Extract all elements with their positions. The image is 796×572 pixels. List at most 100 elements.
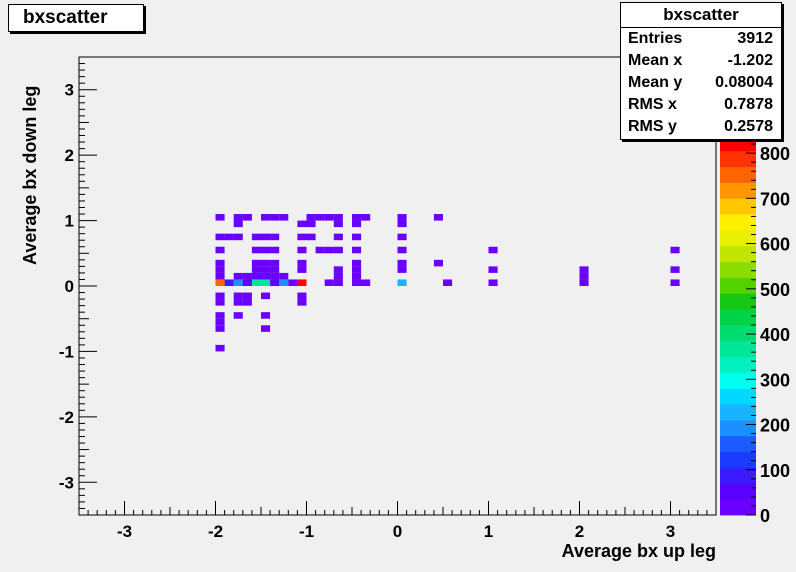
heatmap-cell: [215, 325, 225, 332]
heatmap-cell: [251, 279, 261, 286]
heatmap-cell: [488, 266, 498, 273]
stats-label: RMS y: [628, 118, 677, 135]
heatmap-cell: [352, 279, 362, 286]
stats-value: -1.202: [727, 52, 773, 69]
palette-swatch: [720, 166, 756, 183]
heatmap-cell: [352, 246, 362, 254]
y-tick-label: -2: [59, 408, 74, 427]
heatmap-cell: [352, 266, 362, 273]
heatmap-cell: [297, 220, 307, 228]
heatmap-cell: [670, 246, 680, 254]
heatmap-cell: [215, 299, 225, 306]
heatmap-cell: [352, 233, 362, 241]
palette-swatch: [720, 230, 756, 247]
heatmap-cell: [251, 266, 261, 273]
heatmap-cell: [224, 279, 234, 286]
z-tick-label: 600: [760, 235, 790, 255]
heatmap-cell: [315, 246, 325, 254]
heatmap-cell: [324, 246, 334, 254]
z-tick-label: 100: [760, 461, 790, 481]
heatmap-cell: [397, 214, 407, 221]
x-axis-label: Average bx up leg: [562, 541, 716, 561]
stats-value: 3912: [737, 30, 773, 47]
x-tick-label: -2: [208, 522, 223, 541]
heatmap-cell: [251, 233, 261, 241]
heatmap-cell: [315, 214, 325, 221]
heatmap-cell: [270, 259, 280, 267]
palette-swatch: [720, 499, 756, 516]
heatmap-cell: [233, 214, 243, 221]
heatmap-cell: [579, 266, 589, 273]
z-tick-label: 0: [760, 506, 770, 526]
stats-row-rms-y: RMS y 0.2578: [621, 116, 781, 138]
stats-value: 0.7878: [724, 96, 773, 113]
stats-row-mean-x: Mean x -1.202: [621, 50, 781, 72]
stats-value: 0.08004: [715, 74, 773, 91]
heatmap-cell: [233, 292, 243, 300]
heatmap-cell: [433, 214, 443, 221]
stats-row-entries: Entries 3912: [621, 28, 781, 50]
heatmap-cell: [352, 259, 362, 267]
palette-swatch: [720, 340, 756, 358]
palette-swatch: [720, 483, 756, 500]
heatmap-cell: [242, 214, 252, 221]
palette-swatch: [720, 325, 756, 342]
palette-swatch: [720, 261, 756, 278]
heatmap-cell: [352, 272, 362, 280]
heatmap-cell: [279, 272, 289, 280]
stats-label: Mean y: [628, 74, 683, 91]
stats-row-rms-x: RMS x 0.7878: [621, 94, 781, 116]
stats-label: RMS x: [628, 96, 677, 113]
palette-swatch: [720, 451, 756, 468]
palette-swatch: [720, 309, 756, 326]
heatmap-cell: [397, 266, 407, 273]
heatmap-cell: [215, 246, 225, 254]
heatmap-cell: [297, 279, 307, 286]
stats-value: 0.2578: [724, 118, 773, 135]
heatmap-cell: [270, 272, 280, 280]
y-axis: -3 -2 -1 0 1 2 3: [59, 56, 97, 516]
heatmap-cell: [261, 214, 271, 221]
heatmap-cell: [233, 272, 243, 280]
heatmap-cell: [261, 312, 271, 319]
heatmap-cell: [579, 272, 589, 280]
heatmap-cell: [261, 259, 271, 267]
y-tick-label: -3: [59, 473, 74, 492]
palette-swatch: [720, 182, 756, 199]
heatmap-cell: [215, 214, 225, 221]
heatmap-cell: [333, 220, 343, 228]
heatmap-cell: [488, 279, 498, 286]
z-tick-label: 700: [760, 189, 790, 209]
heatmap-cell: [670, 279, 680, 286]
heatmap-cell: [333, 233, 343, 241]
heatmap-cell: [242, 299, 252, 306]
heatmap-cell: [215, 344, 225, 352]
heatmap-cell: [270, 233, 280, 241]
palette-swatch: [720, 435, 756, 453]
heatmap-cell: [297, 233, 307, 241]
x-axis: -3 -2 -1 0 1 2 3: [78, 501, 717, 541]
heatmap-cell: [333, 279, 343, 286]
heatmap-cell: [215, 272, 225, 280]
y-axis-label: Average bx down leg: [20, 86, 40, 265]
heatmap-cell: [233, 279, 243, 286]
stats-label: Mean x: [628, 52, 683, 69]
heatmap-cell: [215, 279, 225, 286]
palette-swatch: [720, 467, 756, 484]
stats-row-mean-y: Mean y 0.08004: [621, 72, 781, 94]
y-tick-label: 0: [65, 277, 74, 296]
heatmap-cell: [270, 266, 280, 273]
heatmap-cell: [215, 233, 225, 241]
heatmap-cell: [333, 214, 343, 221]
heatmap-cell: [270, 214, 280, 221]
heatmap-cell: [233, 220, 243, 228]
heatmap-cell: [443, 279, 453, 286]
heatmap-cell: [261, 246, 271, 254]
heatmap-cell: [352, 214, 362, 221]
y-tick-label: 3: [65, 81, 74, 100]
heatmap-cell: [279, 214, 289, 221]
heatmap-cell: [297, 246, 307, 254]
heatmap-cell: [270, 279, 280, 286]
heatmap-cell: [397, 279, 407, 286]
heatmap-cell: [261, 325, 271, 332]
